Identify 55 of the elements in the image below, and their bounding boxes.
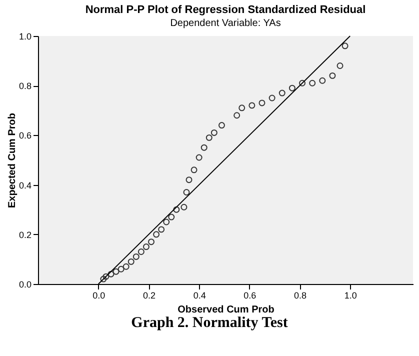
y-tick-label: 1.0: [18, 32, 32, 42]
point: [329, 72, 336, 79]
point: [268, 94, 276, 102]
x-tick-label: 1.0: [344, 290, 357, 300]
point: [200, 144, 208, 151]
point: [173, 206, 180, 213]
y-tick-label: 0.0: [18, 280, 32, 290]
point: [153, 231, 160, 238]
x-tick-label: 0.2: [142, 290, 156, 300]
point: [112, 268, 120, 275]
point: [258, 100, 266, 106]
point: [186, 176, 192, 184]
x-tick-label: 0.6: [244, 290, 256, 300]
point: [319, 77, 326, 84]
point: [118, 266, 124, 272]
point: [206, 134, 212, 141]
point: [299, 80, 306, 86]
point: [342, 42, 348, 50]
point: [122, 263, 130, 270]
x-tick-label: 0.0: [92, 290, 106, 300]
point: [168, 214, 175, 220]
point: [100, 276, 107, 282]
point: [309, 80, 316, 86]
point: [196, 154, 202, 161]
point: [158, 226, 165, 233]
x-axis-title: Observed Cum Prob: [178, 304, 274, 316]
point: [183, 189, 190, 196]
point: [210, 129, 218, 136]
point: [132, 253, 140, 260]
point: [190, 166, 198, 174]
point: [128, 258, 134, 265]
x-tick-label: 0.8: [294, 290, 307, 300]
point: [148, 238, 154, 246]
y-tick-label: 0.2: [18, 230, 32, 240]
y-tick-label: 0.8: [18, 81, 32, 92]
point: [108, 270, 114, 278]
point: [163, 218, 170, 226]
point: [336, 62, 344, 69]
y-axis-title: Expected Cum Prob: [6, 112, 18, 208]
point: [138, 248, 144, 255]
point: [248, 102, 256, 109]
chart-title: Normal P-P Plot of Regression Standardized Residual: [85, 4, 366, 16]
point: [142, 244, 150, 250]
point: [238, 104, 246, 112]
point: [278, 90, 286, 96]
point: [234, 112, 240, 119]
point: [288, 84, 296, 92]
caption: Graph 2. Normality Test: [130, 314, 289, 332]
chart-subtitle: Dependent Variable: YAs: [170, 18, 281, 29]
x-tick-label: 0.4: [193, 290, 206, 300]
point: [102, 273, 110, 280]
y-tick-label: 0.6: [18, 130, 32, 141]
y-tick-label: 0.4: [18, 180, 32, 190]
point: [218, 122, 225, 129]
point: [180, 204, 188, 210]
